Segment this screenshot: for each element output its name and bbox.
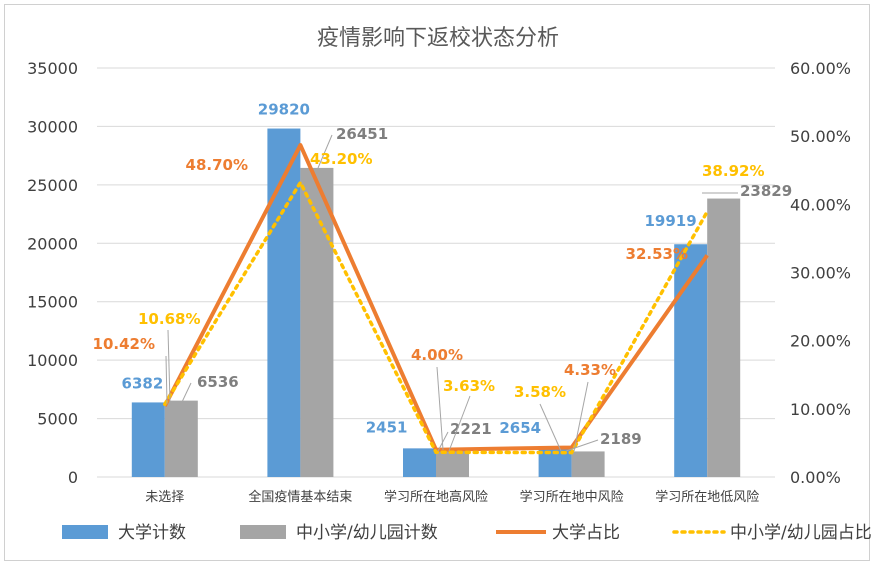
leader-line xyxy=(165,355,168,405)
category-label: 未选择 xyxy=(145,490,184,505)
legend-label: 大学计数 xyxy=(118,523,186,543)
y2-tick-label: 40.00% xyxy=(790,195,851,214)
y-tick-label: 15000 xyxy=(27,293,78,312)
category-label: 全国疫情基本结束 xyxy=(248,489,352,505)
bar-univ-count xyxy=(267,128,301,478)
y2-tick-label: 0.00% xyxy=(790,468,841,487)
legend-swatch xyxy=(240,525,286,539)
y-tick-label: 20000 xyxy=(27,234,78,253)
bar-univ-count xyxy=(131,402,165,477)
y2-tick-label: 20.00% xyxy=(790,332,851,351)
line-k12-label: 43.20% xyxy=(310,150,372,168)
bar-k12-label: 2221 xyxy=(450,420,492,438)
chart-title: 疫情影响下返校状态分析 xyxy=(317,26,559,51)
y2-tick-label: 50.00% xyxy=(790,127,851,146)
leader-line xyxy=(539,403,562,452)
line-univ-ratio xyxy=(163,143,709,452)
bar-k12-label: 26451 xyxy=(336,125,388,143)
leader-line xyxy=(436,366,444,451)
bar-univ-label: 29820 xyxy=(258,101,310,119)
bar-k12-count xyxy=(571,451,605,477)
legend-swatch xyxy=(62,525,108,539)
y2-tick-label: 30.00% xyxy=(790,264,851,283)
line-k12-label: 3.58% xyxy=(514,383,566,401)
line-univ-label: 48.70% xyxy=(186,156,248,174)
leader-line xyxy=(167,329,171,403)
bar-univ-label: 19919 xyxy=(645,212,697,230)
y-tick-label: 0 xyxy=(68,468,78,487)
leader-line xyxy=(317,134,333,169)
bar-univ-count xyxy=(674,244,708,477)
line-k12-ratio xyxy=(163,178,709,455)
bar-k12-count xyxy=(300,167,334,477)
bar-k12-count xyxy=(436,451,469,477)
leader-line xyxy=(448,395,471,452)
category-label: 学习所在地中风险 xyxy=(520,489,624,505)
bar-k12-label: 6536 xyxy=(197,373,239,391)
line-k12-label: 38.92% xyxy=(702,162,764,180)
category-label: 学习所在地低风险 xyxy=(655,489,759,505)
y2-tick-label: 10.00% xyxy=(790,400,851,419)
bar-univ-count xyxy=(403,448,436,477)
bar-univ-label: 2451 xyxy=(366,418,408,436)
y-tick-label: 5000 xyxy=(37,410,78,429)
line-univ-label: 10.42% xyxy=(93,335,155,353)
bar-k12-count xyxy=(707,198,741,477)
line-univ-label: 32.53% xyxy=(626,245,688,263)
y2-tick-label: 60.00% xyxy=(790,59,851,78)
bar-k12-count xyxy=(164,400,198,477)
legend-label: 中小学/幼儿园计数 xyxy=(296,523,438,543)
y-tick-label: 25000 xyxy=(27,176,78,195)
leader-line xyxy=(573,381,589,452)
leader-line xyxy=(437,431,449,452)
leader-line xyxy=(565,439,599,452)
y-tick-label: 10000 xyxy=(27,351,78,370)
legend-label: 中小学/幼儿园占比 xyxy=(730,523,872,543)
y-tick-label: 30000 xyxy=(27,117,78,136)
bar-univ-label: 6382 xyxy=(122,374,164,392)
line-univ-label: 4.33% xyxy=(564,361,616,379)
bar-k12-label: 23829 xyxy=(740,182,792,200)
line-k12-label: 10.68% xyxy=(138,310,200,328)
bar-k12-label: 2189 xyxy=(600,430,642,448)
line-k12-label: 3.63% xyxy=(443,377,495,395)
category-label: 学习所在地高风险 xyxy=(384,489,488,505)
y-tick-label: 35000 xyxy=(27,59,78,78)
leader-line xyxy=(181,382,192,403)
line-univ-label: 4.00% xyxy=(411,346,463,364)
legend-label: 大学占比 xyxy=(552,523,620,543)
bar-univ-label: 2654 xyxy=(499,419,541,437)
